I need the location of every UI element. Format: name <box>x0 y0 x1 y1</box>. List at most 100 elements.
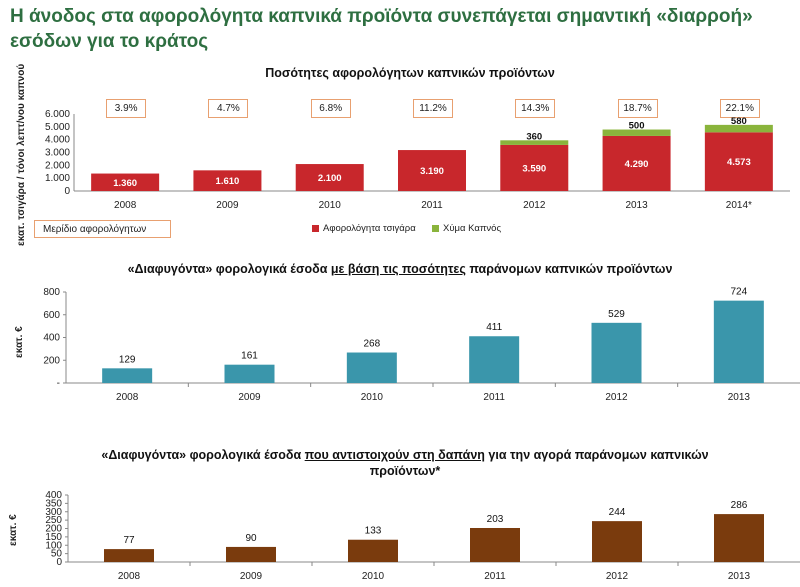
chart2-bar <box>591 322 642 383</box>
chart3-ytick-label: 200 <box>45 524 62 535</box>
chart2-title-part1: «Διαφυγόντα» φορολογικά έσοδα <box>127 262 331 276</box>
chart3-ytick-label: 250 <box>45 515 62 526</box>
chart1-ytick-label: 1.000 <box>45 173 70 184</box>
chart1-data-label: 3.590 <box>522 163 546 174</box>
chart3-ylabel: εκατ. € <box>8 514 19 546</box>
chart2-data-label: 724 <box>730 287 747 298</box>
chart2-data-label: 268 <box>363 339 380 350</box>
chart1-bar-loose-tobacco <box>602 129 671 136</box>
legend-cigarettes-label: Αφορολόγητα τσιγάρα <box>323 223 416 234</box>
chart3-title: «Διαφυγόντα» φορολογικά έσοδα που αντιστ… <box>90 447 720 479</box>
chart1-data-label: 360 <box>526 131 542 142</box>
chart3-ytick-label: 350 <box>45 498 62 509</box>
legend-loose-tobacco: Χύμα Καπνός <box>432 223 501 234</box>
chart3-xtick-label: 2012 <box>606 571 629 582</box>
share-legend-box: Μερίδιο αφορολόγητων <box>34 220 171 238</box>
chart2-xtick-label: 2009 <box>238 392 261 403</box>
chart3-xtick-label: 2010 <box>362 571 385 582</box>
chart2-title-part3: παράνομων καπνικών προϊόντων <box>465 262 673 276</box>
chart1-bar-cigarettes <box>91 173 160 191</box>
chart1-data-label: 580 <box>731 116 747 127</box>
chart1-ytick-label: 6.000 <box>45 109 70 120</box>
share-value-box: 6.8% <box>310 99 351 118</box>
chart3-data-label: 133 <box>365 526 382 537</box>
chart3-bar <box>592 521 642 562</box>
chart1-xtick-label: 2013 <box>625 200 648 211</box>
chart1-data-label: 1.610 <box>216 176 240 187</box>
chart1-bar-cigarettes <box>500 144 569 191</box>
chart1-ytick-label: 4.000 <box>45 135 70 146</box>
chart2-bar <box>469 336 520 383</box>
share-value-box: 14.3% <box>515 99 556 118</box>
chart1-ytick-label: 0 <box>64 186 70 197</box>
chart2-ytick-label: 200 <box>43 355 60 366</box>
chart2-data-label: 129 <box>119 354 136 365</box>
chart3-bar <box>226 546 276 562</box>
chart1-bar-cigarettes <box>295 164 364 191</box>
chart3-data-label: 203 <box>487 514 504 525</box>
chart3-bar <box>714 514 764 562</box>
chart1-data-label: 3.190 <box>420 166 444 177</box>
chart3-title-part1: «Διαφυγόντα» φορολογικά έσοδα <box>101 448 305 462</box>
chart3-xtick-label: 2008 <box>118 571 141 582</box>
chart1-title: Ποσότητες αφορολόγητων καπνικών προϊόντω… <box>265 66 555 80</box>
chart2-ytick-label: 400 <box>43 333 60 344</box>
chart2-data-label: 411 <box>486 322 502 333</box>
chart3-data-label: 77 <box>123 535 135 546</box>
chart3-xtick-label: 2011 <box>484 571 506 582</box>
chart3-title-part3: για την αγορά παράνομων καπνικών προϊόντ… <box>369 448 709 478</box>
chart1-ytick-label: 3.000 <box>45 148 70 159</box>
chart2-data-label: 161 <box>241 351 258 362</box>
chart3-data-label: 286 <box>731 500 748 511</box>
chart3-xtick-label: 2013 <box>728 571 751 582</box>
chart2-data-label: 529 <box>608 309 625 320</box>
chart1-bar-loose-tobacco <box>704 124 773 133</box>
chart3-ytick-label: 400 <box>45 490 62 501</box>
share-value-box: 22.1% <box>719 99 760 118</box>
chart2-bar <box>102 368 153 383</box>
chart1-data-label: 4.573 <box>727 157 751 168</box>
chart1-bar-loose-tobacco <box>500 140 569 145</box>
chart1-ytick-label: 2.000 <box>45 160 70 171</box>
chart2-xtick-label: 2008 <box>116 392 139 403</box>
chart2-ytick-label: 800 <box>43 287 60 298</box>
chart3-ytick-label: 0 <box>56 557 62 568</box>
chart3-ytick-label: 150 <box>45 532 62 543</box>
chart3-data-label: 244 <box>609 507 626 518</box>
chart2-xtick-label: 2012 <box>605 392 628 403</box>
chart2-title-part2: με βάση τις ποσότητες <box>330 262 466 276</box>
chart2-bar <box>346 352 397 383</box>
chart1-xtick-label: 2011 <box>421 200 443 211</box>
chart3-ytick-label: 100 <box>45 540 62 551</box>
chart3-ytick-label: 300 <box>45 507 62 518</box>
chart2-title: «Διαφυγόντα» φορολογικά έσοδα με βάση τι… <box>80 262 720 276</box>
chart3-title-part2: που αντιστοιχούν στη δαπάνη <box>304 448 485 462</box>
chart1-xtick-label: 2012 <box>523 200 546 211</box>
chart3-xtick-label: 2009 <box>240 571 263 582</box>
chart1-bar-cigarettes <box>193 170 262 191</box>
chart3-bar <box>104 549 154 562</box>
chart1-bar-cigarettes <box>602 135 671 191</box>
chart1-data-label: 4.290 <box>625 159 649 170</box>
chart1-data-label: 2.100 <box>318 173 342 184</box>
chart1-bar-cigarettes <box>704 132 773 191</box>
chart2-ytick-label: - <box>57 378 60 389</box>
chart3-bar <box>348 539 398 562</box>
chart1-xtick-label: 2014* <box>726 200 752 211</box>
chart1-bar-cigarettes <box>398 150 466 191</box>
chart1-data-label: 1.360 <box>113 178 137 189</box>
chart2-svg: - 200 400 600 800 129 2008 161 2009 268 2010 411 201… <box>43 287 800 403</box>
chart1-xtick-label: 2009 <box>216 200 239 211</box>
legend-cigarettes-swatch <box>312 225 319 232</box>
legend-loose-tobacco-label: Χύμα Καπνός <box>443 223 502 234</box>
chart2-bar <box>713 300 764 383</box>
chart2-ytick-label: 600 <box>43 310 60 321</box>
chart2-bar <box>224 364 275 383</box>
share-value-box: 18.7% <box>617 99 658 118</box>
chart3-ytick-label: 50 <box>51 549 63 560</box>
legend-loose-tobacco-swatch <box>432 225 439 232</box>
share-value-box: 4.7% <box>208 99 249 118</box>
headline: Η άνοδος στα αφορολόγητα καπνικά προϊόντ… <box>10 6 753 52</box>
